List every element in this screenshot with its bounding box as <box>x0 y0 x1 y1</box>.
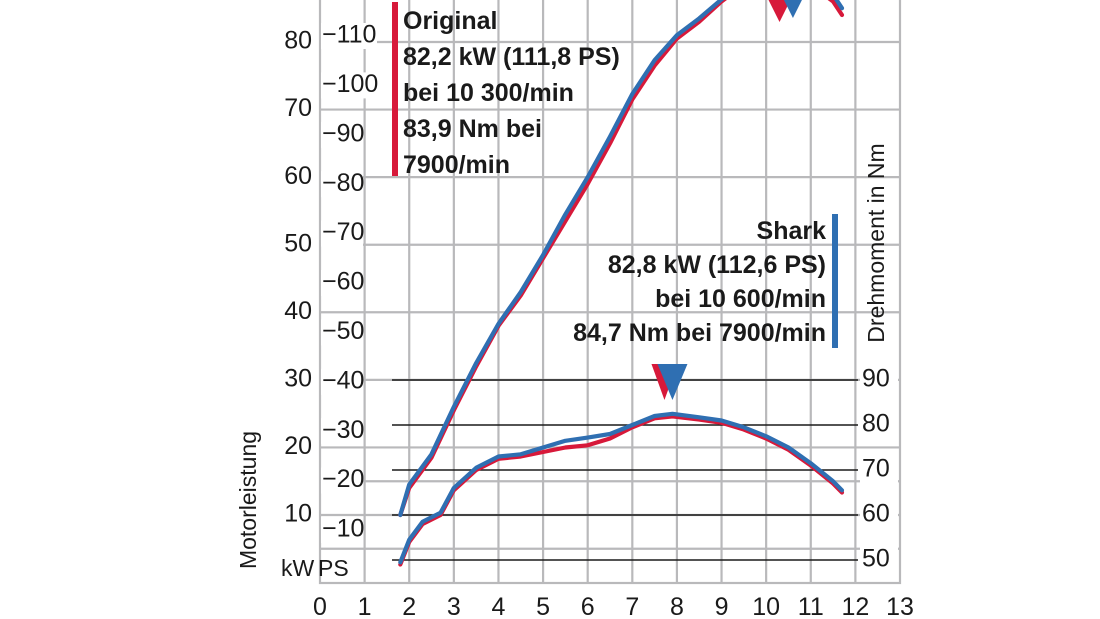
x-tick-label: 2 <box>402 593 416 619</box>
curves <box>398 0 845 567</box>
ps-tick-bg <box>321 220 363 247</box>
y-axis-label-power: Motorleistung <box>235 431 261 569</box>
x-tick-label: 5 <box>536 593 550 619</box>
x-tick-label: 11 <box>798 593 824 619</box>
shark-annotation-line: 84,7 Nm bei 7900/min <box>573 319 826 347</box>
ps-tick-bg <box>321 121 363 148</box>
x-tick-label: 13 <box>886 593 914 619</box>
annotations: Original 82,2 kW (111,8 PS) bei 10 300/min… <box>392 2 838 348</box>
nm-tick-label: 60 <box>862 500 890 528</box>
nm-tick-label: 50 <box>862 545 890 573</box>
x-tick-label: 9 <box>715 593 729 619</box>
original-annotation-line: 7900/min <box>403 151 510 179</box>
kw-tick-bg <box>272 365 316 394</box>
ps-tick-label: −50 <box>322 317 364 345</box>
ps-tick-bg <box>321 517 363 543</box>
nm-tick-bg <box>860 366 898 394</box>
torque-peak-marker-shark <box>657 364 688 400</box>
peak-markers <box>651 0 802 400</box>
power-peak-marker-original <box>768 0 791 22</box>
original-annotation-line: 82,2 kW (111,8 PS) <box>403 43 620 71</box>
kw-tick-bg <box>272 28 316 56</box>
kw-unit-label: kW <box>281 555 315 581</box>
ps-tick-bg <box>321 270 363 296</box>
kw-tick-label: 80 <box>284 27 312 55</box>
original-annotation-line: Original <box>403 7 497 35</box>
nm-tick-bg <box>860 546 898 574</box>
x-tick-label: 10 <box>752 593 780 619</box>
kw-tick-label: 40 <box>284 297 312 325</box>
kw-tick-bg <box>272 230 316 259</box>
torque-curve-shark <box>398 411 845 565</box>
kw-tick-label: 70 <box>284 94 312 122</box>
nm-tick-labels: 50 60 70 80 90 <box>860 365 898 574</box>
y-axis-label-torque: Drehmoment in Nm <box>863 143 889 342</box>
ps-tick-label: −100 <box>322 70 378 98</box>
ps-tick-label: −90 <box>322 119 364 147</box>
shark-annotation-bar <box>832 214 838 348</box>
x-tick-label: 1 <box>358 593 372 619</box>
shark-annotation-line: 82,8 kW (112,6 PS) <box>608 251 826 279</box>
ps-tick-bg <box>321 368 363 395</box>
nm-tick-bg <box>860 411 898 439</box>
power-grid <box>318 0 902 585</box>
original-annotation-line: 83,9 Nm bei <box>403 115 542 143</box>
plot-frame <box>318 0 902 585</box>
kw-tick-bg <box>272 95 316 124</box>
nm-tick-bg <box>860 456 898 484</box>
kw-tick-label: 30 <box>284 364 312 392</box>
ps-tick-labels: −10 −20 −30 −40 −50 −60 −70 −80 −90 −100 −110 <box>321 21 378 543</box>
nm-tick-label: 80 <box>862 410 890 438</box>
x-tick-label: 0 <box>313 593 327 619</box>
x-tick-label: 7 <box>625 593 639 619</box>
nm-tick-label: 90 <box>862 365 890 393</box>
x-tick-labels: 0 1 2 3 4 5 6 7 8 9 10 11 12 13 <box>313 593 914 619</box>
power-peak-marker-shark <box>783 0 802 18</box>
ps-tick-label: −10 <box>322 515 364 543</box>
kw-tick-bg <box>272 298 316 327</box>
ps-tick-bg <box>321 171 363 198</box>
ps-tick-bg <box>321 319 363 346</box>
ps-tick-bg <box>321 23 377 49</box>
ps-tick-bg <box>321 467 363 494</box>
kw-tick-label: 50 <box>284 229 312 257</box>
x-tick-label: 3 <box>447 593 461 619</box>
kw-tick-bg <box>272 433 316 462</box>
ps-tick-bg <box>321 72 377 99</box>
x-tick-label: 4 <box>492 593 506 619</box>
x-tick-label: 12 <box>841 593 869 619</box>
x-tick-label: 8 <box>670 593 684 619</box>
x-tick-label: 6 <box>581 593 595 619</box>
kw-tick-label: 60 <box>284 162 312 190</box>
original-annotation-bar <box>392 2 398 176</box>
nm-tick-label: 70 <box>862 455 890 483</box>
ps-tick-label: −70 <box>322 218 364 246</box>
kw-tick-bg <box>272 501 316 529</box>
kw-tick-label: 20 <box>284 432 312 460</box>
kw-tick-label: 10 <box>284 500 312 528</box>
nm-tick-bg <box>860 501 898 529</box>
power-curve-shark <box>398 0 845 518</box>
ps-tick-bg <box>321 418 363 445</box>
ps-unit-label: PS <box>318 555 349 581</box>
shark-annotation-line: bei 10 600/min <box>655 285 826 313</box>
ps-tick-label: −40 <box>322 366 364 394</box>
ps-tick-label: −60 <box>322 268 364 296</box>
kw-tick-labels: 10 20 30 40 50 60 70 80 <box>272 27 316 529</box>
ps-tick-label: −20 <box>322 465 364 493</box>
ps-tick-label: −30 <box>322 416 364 444</box>
kw-tick-bg <box>272 163 316 192</box>
ps-tick-label: −110 <box>322 21 376 49</box>
original-annotation-line: bei 10 300/min <box>403 79 574 107</box>
ps-tick-label: −80 <box>322 169 364 197</box>
shark-annotation-line: Shark <box>757 217 827 245</box>
